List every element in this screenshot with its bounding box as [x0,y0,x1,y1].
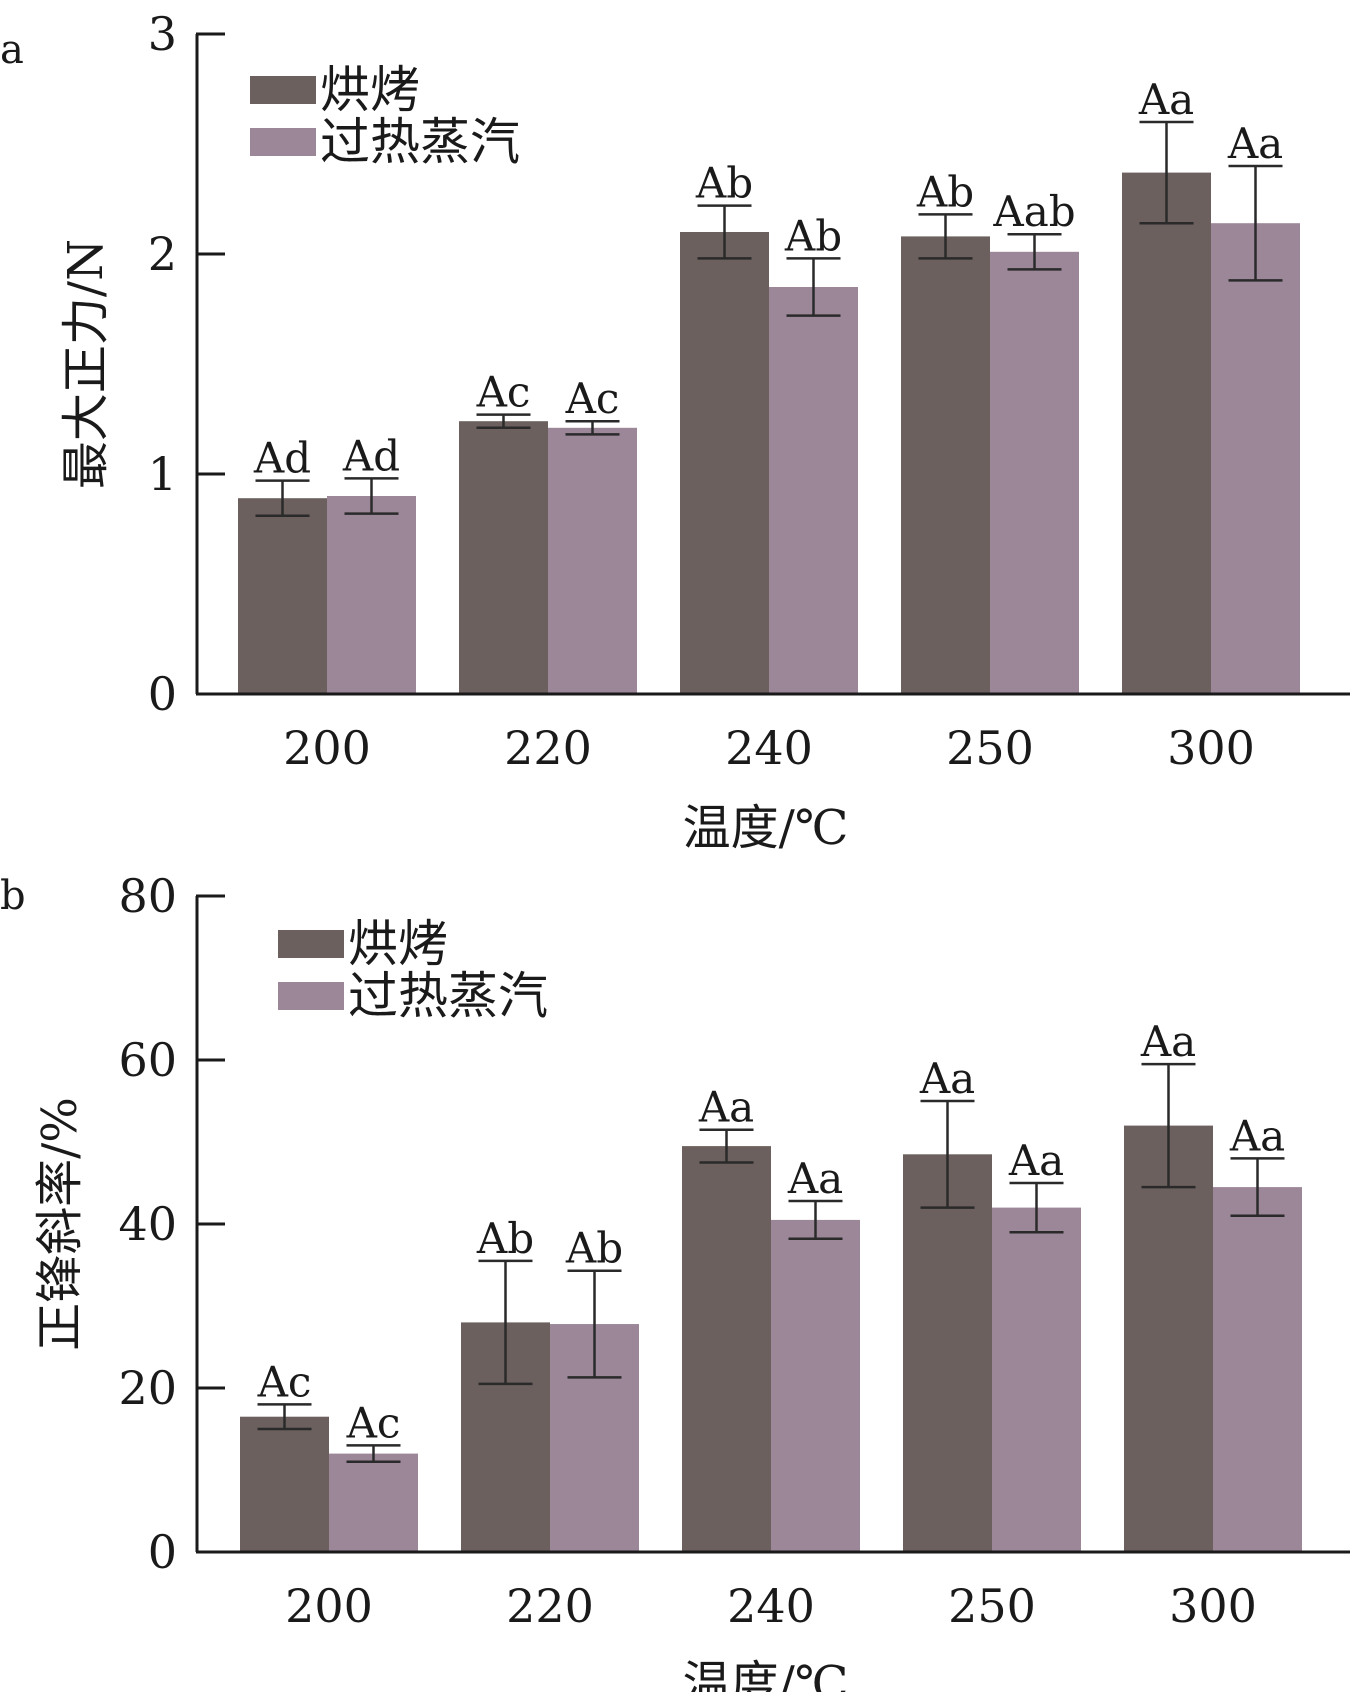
y-tick-label: 40 [118,1197,177,1251]
error-bar-1-300 [1139,120,1194,225]
legend-item-2: 过热蒸汽 [278,967,548,1025]
x-tick-label: 300 [1167,721,1255,775]
error-bar-2-200 [346,1444,401,1464]
error-bar-1-250 [918,213,973,260]
significance-label: Ab [565,1224,623,1273]
bar-2-240 [769,287,858,694]
y-axis-title: 正锋斜率/% [32,1097,88,1351]
legend-item-1: 烘烤 [278,915,448,973]
legend-swatch [278,930,344,958]
panel-label: b [0,873,26,919]
bar-2-220 [548,427,637,694]
bar-1-250 [903,1154,992,1552]
error-bar-1-200 [257,1403,312,1431]
y-tick-label: 0 [148,1525,177,1579]
error-bar-1-240 [699,1128,754,1164]
y-axis-title: 最大正力/N [58,239,114,489]
significance-label: Ad [253,434,311,483]
significance-label: Ab [695,159,753,208]
significance-label: Aab [992,187,1075,236]
significance-label: Ab [784,211,842,260]
y-tick-label: 0 [148,667,177,721]
bar-2-200 [327,496,416,694]
x-axis-title: 温度/℃ [683,1656,849,1692]
legend-item-1: 烘烤 [250,61,420,119]
bar-2-200 [329,1453,418,1552]
x-tick-label: 240 [727,1579,815,1633]
significance-label: Aa [787,1154,843,1203]
error-bar-1-220 [478,1259,533,1386]
y-tick-label: 3 [148,7,177,61]
error-bar-2-300 [1230,1157,1285,1218]
x-tick-label: 250 [948,1579,1036,1633]
bar-1-220 [459,421,548,694]
x-tick-label: 200 [283,721,371,775]
significance-label: Ab [476,1214,534,1263]
legend-label: 过热蒸汽 [320,113,520,171]
y-tick-label: 2 [148,227,177,281]
x-tick-label: 200 [285,1579,373,1633]
significance-label: Ab [916,167,974,216]
legend-label: 烘烤 [348,915,448,973]
legend-label: 过热蒸汽 [348,967,548,1025]
significance-label: Aa [919,1054,975,1103]
bar-2-240 [771,1219,860,1552]
error-bar-2-300 [1228,164,1283,282]
error-bar-2-250 [1007,232,1062,271]
bar-2-250 [992,1207,1081,1552]
x-tick-label: 220 [504,721,592,775]
error-bar-2-240 [786,257,841,317]
bar-1-300 [1122,172,1211,695]
bar-2-300 [1211,223,1300,694]
bar-1-240 [680,232,769,694]
error-bar-1-200 [255,479,310,518]
significance-label: Ac [565,374,620,423]
bar-2-250 [990,251,1079,695]
error-bar-2-200 [344,477,399,515]
y-tick-label: 60 [118,1033,177,1087]
panel-label: a [0,27,24,73]
bar-1-250 [901,236,990,694]
legend-swatch [250,76,316,104]
significance-label: Ad [342,431,400,480]
error-bar-2-220 [567,1269,622,1379]
y-tick-label: 80 [118,869,177,923]
y-tick-label: 20 [118,1361,177,1415]
legend-swatch [250,128,316,156]
bar-1-200 [240,1416,329,1552]
error-bar-1-300 [1141,1062,1196,1189]
error-bar-1-220 [476,413,531,430]
significance-label: Aa [1140,1017,1196,1066]
significance-label: Ac [257,1357,312,1406]
x-axis-title: 温度/℃ [683,800,849,856]
legend-label: 烘烤 [320,61,420,119]
bar-1-200 [238,498,327,694]
error-bar-2-250 [1009,1181,1064,1234]
significance-label: Aa [698,1083,754,1132]
bar-2-300 [1213,1187,1302,1552]
x-tick-label: 240 [725,721,813,775]
significance-label: Ac [476,368,531,417]
significance-label: Ac [346,1398,401,1447]
bar-1-300 [1124,1125,1213,1552]
x-tick-label: 300 [1169,1579,1257,1633]
error-bar-1-240 [697,204,752,260]
significance-label: Aa [1008,1136,1064,1185]
error-bar-2-220 [565,419,620,436]
significance-label: Aa [1138,75,1194,124]
x-tick-label: 220 [506,1579,594,1633]
error-bar-1-250 [920,1099,975,1209]
significance-label: Aa [1227,119,1283,168]
bar-1-240 [682,1146,771,1552]
y-tick-label: 1 [148,447,177,501]
legend-swatch [278,982,344,1010]
chart-panel-b: b Ac Ab Aa Aa Aa Ac Ab Aa Aa Aa 0 20 40 60 80 200 220 240 2… [0,869,1350,1692]
error-bar-2-240 [788,1199,843,1241]
significance-label: Aa [1229,1111,1285,1160]
legend-item-2: 过热蒸汽 [250,113,520,171]
chart-panel-a: a Ad Ac Ab Ab Aa Ad Ac Ab Aab Aa 0 1 2 3 200 220 240 250 30… [0,7,1350,856]
x-tick-label: 250 [946,721,1034,775]
